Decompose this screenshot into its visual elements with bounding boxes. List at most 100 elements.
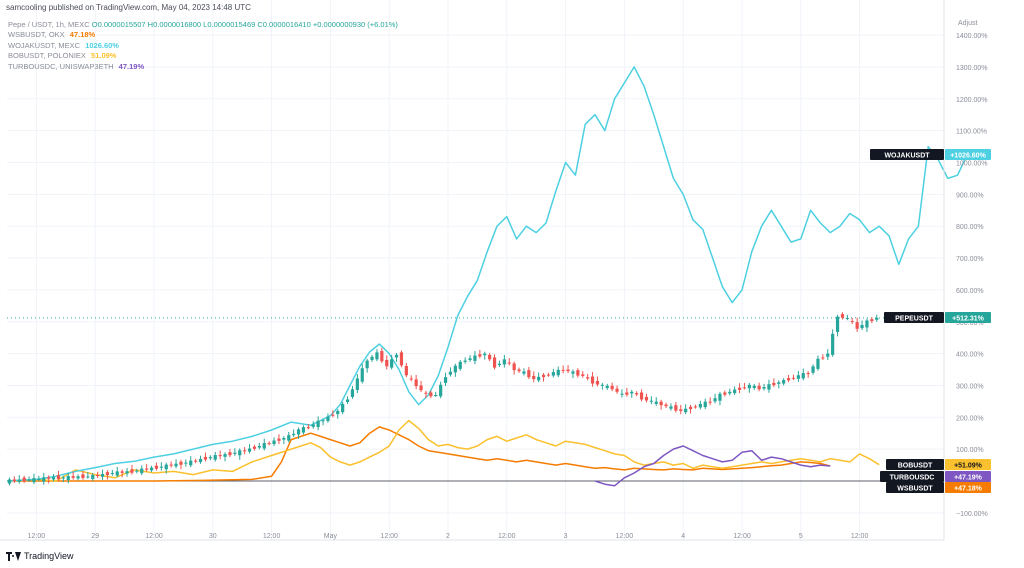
candle-body: [370, 356, 374, 360]
candle-body: [390, 359, 394, 368]
candle-body: [860, 324, 864, 329]
candle-body: [664, 404, 668, 407]
series-pepeusdt: [7, 312, 879, 486]
scale-mode-label[interactable]: Adjust: [958, 20, 978, 27]
candle-body: [189, 460, 193, 466]
candle-body: [541, 374, 546, 378]
candle-body: [331, 414, 335, 416]
candle-body: [448, 371, 453, 375]
candle-body: [350, 389, 355, 397]
candle-body: [174, 463, 178, 467]
candle-body: [341, 403, 345, 413]
candle-body: [782, 380, 786, 384]
candle-body: [164, 464, 168, 470]
candle-body: [91, 474, 95, 480]
badge-value-bg: [945, 471, 991, 482]
candle-body: [492, 357, 497, 368]
candle-body: [125, 471, 129, 474]
candle-body: [488, 354, 492, 360]
candle-body: [326, 416, 330, 421]
candle-body: [434, 395, 438, 397]
candle-body: [669, 406, 673, 409]
legend-row-bob[interactable]: BOBUSDT, POLONIEX 51.09%: [8, 51, 398, 61]
candle-body: [620, 393, 624, 395]
legend-label: BOBUSDT, POLONIEX: [8, 51, 86, 61]
candle-body: [468, 358, 472, 360]
candle-body: [130, 469, 134, 473]
legend-row-turbo[interactable]: TURBOUSDC, UNISWAP3ETH 47.19%: [8, 62, 398, 72]
candle-body: [688, 406, 693, 410]
legend-main-row[interactable]: Pepe / USDT, 1h, MEXC O0.0000015507 H0.0…: [8, 20, 398, 30]
candle-body: [429, 392, 433, 397]
candle-body: [752, 385, 756, 388]
candle-body: [855, 322, 859, 329]
badge-label-bobusdt: BOBUSDT: [898, 463, 933, 470]
candle-body: [605, 385, 609, 388]
time-scale[interactable]: 12:00 29 12:00 30 12:00 May 12:00 2 12:00 3 12:00 4…: [28, 533, 869, 540]
y-tick-label: 800.00%: [956, 224, 984, 231]
candle-body: [816, 358, 820, 369]
candle-body: [747, 384, 751, 389]
y-tick-label: 100.00%: [956, 447, 984, 454]
candle-body: [649, 400, 653, 402]
price-scale[interactable]: −100.00% 100.00% 200.00% 300.00% 400.00% 500.…: [956, 33, 988, 518]
candle-body: [419, 385, 423, 391]
candle-body: [301, 427, 306, 433]
candle-body: [870, 319, 874, 322]
candle-body: [762, 387, 766, 389]
badge-value-bg: [945, 459, 991, 470]
candle-body: [586, 377, 590, 379]
series-line-wojakusdt: [6, 66, 969, 482]
candle-body: [679, 409, 683, 411]
candle-body: [86, 476, 90, 478]
badge-value-pepeusdt: +512.31%: [952, 316, 984, 323]
x-tick-label: 12:00: [851, 533, 869, 540]
candle-body: [404, 366, 408, 376]
candle-body: [292, 433, 296, 436]
candle-body: [698, 403, 702, 408]
candle-body: [483, 353, 487, 356]
candle-body: [458, 361, 462, 369]
badge-value-bg: [945, 482, 991, 493]
candle-body: [840, 314, 845, 318]
candle-body: [610, 385, 614, 390]
candle-body: [184, 462, 188, 464]
series-line-turbousdc: [594, 445, 831, 487]
candle-body: [149, 467, 154, 471]
candle-body: [532, 375, 536, 380]
y-tick-label: 600.00%: [956, 288, 984, 295]
candle-body: [47, 477, 51, 479]
candle-body: [145, 468, 149, 470]
badge-label-turbousdc: TURBOUSDC: [890, 475, 935, 482]
candle-body: [875, 317, 879, 320]
candle-body: [742, 387, 747, 389]
candle-body: [796, 375, 800, 379]
badge-label-bg: [880, 471, 944, 482]
candle-body: [120, 471, 124, 473]
legend-row-wsb[interactable]: WSBUSDT, OKX 47.18%: [8, 30, 398, 40]
candle-body: [198, 458, 203, 462]
candle-body: [777, 382, 781, 384]
candle-body: [37, 479, 41, 481]
y-tick-label: 700.00%: [956, 256, 984, 263]
candle-body: [566, 369, 570, 372]
candle-body: [835, 316, 840, 332]
badge-label-wojakusdt: WOJAKUSDT: [884, 153, 930, 160]
tradingview-branding: TradingView: [6, 551, 74, 561]
candle-body: [772, 382, 776, 386]
candle-body: [365, 360, 369, 369]
candle-body: [507, 362, 511, 364]
candle-body: [71, 476, 75, 478]
x-tick-label: 4: [681, 533, 685, 540]
candle-body: [443, 377, 448, 383]
y-tick-label: 1000.00%: [956, 161, 988, 168]
candle-body: [537, 376, 541, 381]
legend-main-symbol: Pepe / USDT, 1h, MEXC: [8, 20, 90, 29]
candle-body: [105, 472, 110, 476]
y-tick-label: −100.00%: [956, 511, 988, 518]
x-tick-label: 3: [564, 533, 568, 540]
candle-body: [630, 391, 634, 394]
x-tick-label: 29: [91, 533, 99, 540]
legend-row-wojak[interactable]: WOJAKUSDT, MEXC 1026.60%: [8, 41, 398, 51]
